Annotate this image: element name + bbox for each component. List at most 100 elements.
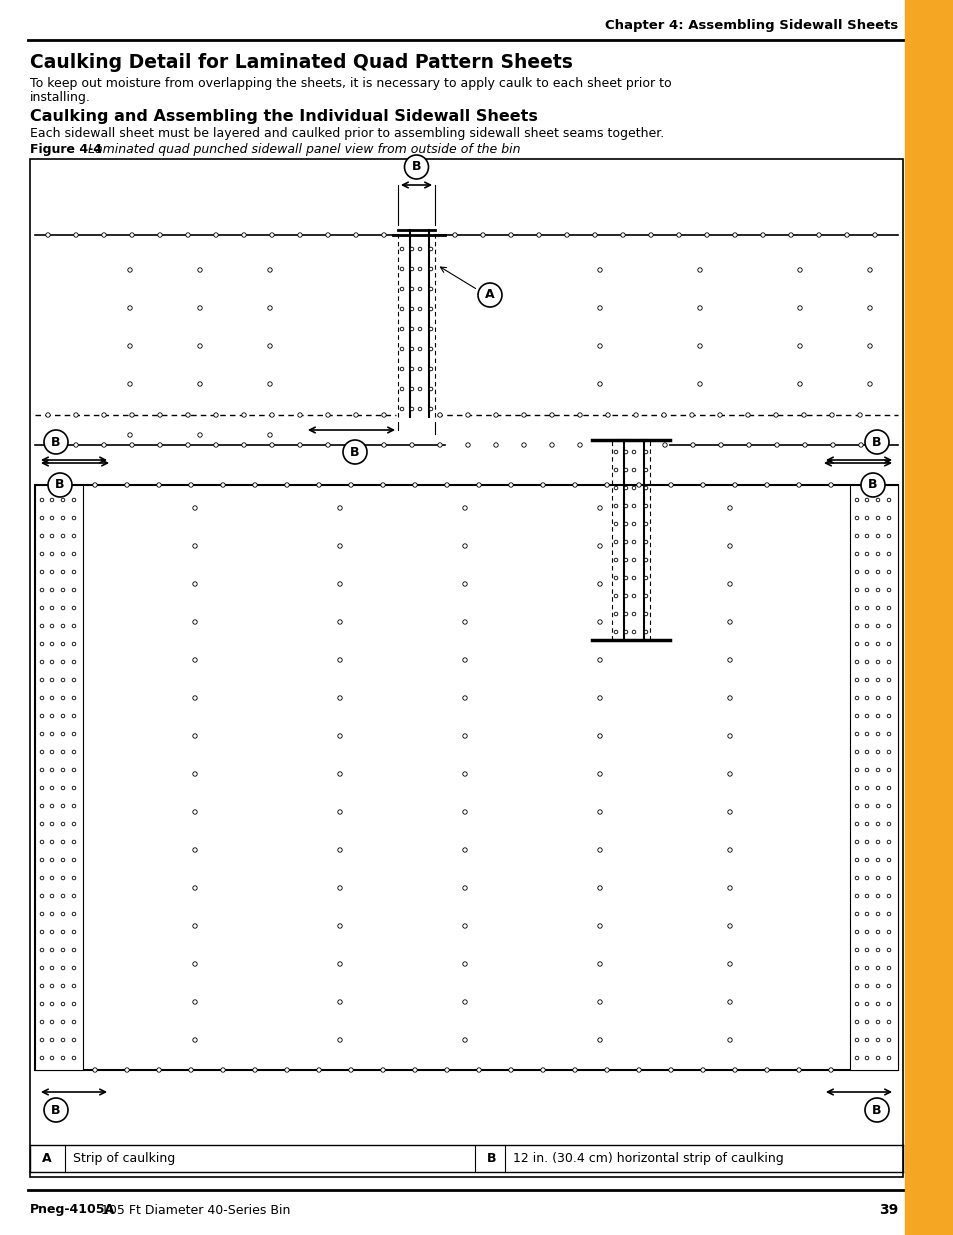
- Circle shape: [620, 233, 624, 237]
- Circle shape: [40, 624, 44, 627]
- Circle shape: [337, 658, 342, 662]
- Circle shape: [886, 732, 890, 736]
- Circle shape: [598, 734, 601, 739]
- Circle shape: [73, 443, 78, 447]
- Circle shape: [51, 661, 53, 663]
- Circle shape: [51, 804, 53, 808]
- Circle shape: [72, 535, 75, 537]
- Circle shape: [354, 412, 357, 417]
- Circle shape: [875, 588, 879, 592]
- Circle shape: [220, 483, 225, 487]
- Text: Caulking Detail for Laminated Quad Pattern Sheets: Caulking Detail for Laminated Quad Patte…: [30, 53, 572, 72]
- Text: B: B: [55, 478, 65, 492]
- Circle shape: [540, 1068, 544, 1072]
- Circle shape: [437, 443, 442, 447]
- Circle shape: [632, 630, 635, 634]
- Circle shape: [51, 1020, 53, 1024]
- Circle shape: [830, 443, 834, 447]
- Circle shape: [614, 594, 618, 598]
- Circle shape: [854, 1002, 858, 1005]
- Circle shape: [268, 382, 272, 387]
- Circle shape: [72, 1039, 75, 1042]
- Circle shape: [40, 571, 44, 574]
- Circle shape: [604, 1068, 609, 1072]
- Circle shape: [380, 483, 385, 487]
- Circle shape: [886, 823, 890, 826]
- Circle shape: [623, 540, 627, 543]
- Circle shape: [462, 1000, 467, 1004]
- Circle shape: [623, 468, 627, 472]
- Circle shape: [477, 283, 501, 308]
- Circle shape: [598, 658, 601, 662]
- Text: B: B: [51, 436, 61, 448]
- Circle shape: [399, 247, 403, 251]
- Circle shape: [48, 473, 71, 496]
- Circle shape: [326, 233, 330, 237]
- Circle shape: [886, 516, 890, 520]
- Circle shape: [40, 535, 44, 537]
- Circle shape: [51, 750, 53, 753]
- Circle shape: [875, 984, 879, 988]
- Circle shape: [864, 714, 868, 718]
- Circle shape: [886, 768, 890, 772]
- Circle shape: [549, 443, 554, 447]
- Circle shape: [72, 1020, 75, 1024]
- Circle shape: [40, 697, 44, 700]
- Circle shape: [51, 894, 53, 898]
- Circle shape: [704, 233, 708, 237]
- Circle shape: [875, 1002, 879, 1005]
- Circle shape: [854, 840, 858, 844]
- Circle shape: [854, 498, 858, 501]
- Circle shape: [816, 233, 821, 237]
- Circle shape: [72, 1056, 75, 1060]
- Circle shape: [875, 678, 879, 682]
- Circle shape: [854, 804, 858, 808]
- Circle shape: [51, 768, 53, 772]
- Circle shape: [854, 787, 858, 790]
- Circle shape: [508, 483, 513, 487]
- Circle shape: [727, 582, 732, 587]
- Circle shape: [61, 642, 65, 646]
- Bar: [30, 159, 902, 1177]
- Circle shape: [343, 440, 367, 464]
- Circle shape: [399, 267, 403, 270]
- Circle shape: [193, 924, 197, 929]
- Circle shape: [623, 630, 627, 634]
- Circle shape: [337, 772, 342, 777]
- Circle shape: [829, 412, 833, 417]
- Bar: [904, 0, 953, 1235]
- Circle shape: [875, 787, 879, 790]
- Circle shape: [745, 412, 749, 417]
- Circle shape: [632, 487, 635, 490]
- Circle shape: [796, 483, 801, 487]
- Circle shape: [796, 1068, 801, 1072]
- Circle shape: [598, 885, 601, 890]
- Circle shape: [643, 487, 647, 490]
- Circle shape: [854, 624, 858, 627]
- Circle shape: [72, 913, 75, 916]
- Circle shape: [193, 810, 197, 814]
- Circle shape: [598, 924, 601, 929]
- Circle shape: [61, 678, 65, 682]
- Circle shape: [623, 487, 627, 490]
- Circle shape: [886, 840, 890, 844]
- Circle shape: [633, 412, 638, 417]
- Circle shape: [72, 642, 75, 646]
- Circle shape: [51, 1039, 53, 1042]
- Circle shape: [886, 948, 890, 952]
- Circle shape: [72, 714, 75, 718]
- Circle shape: [61, 750, 65, 753]
- Circle shape: [72, 661, 75, 663]
- Circle shape: [886, 894, 890, 898]
- Text: Each sidewall sheet must be layered and caulked prior to assembling sidewall she: Each sidewall sheet must be layered and …: [30, 127, 663, 140]
- Circle shape: [886, 966, 890, 969]
- Circle shape: [193, 847, 197, 852]
- Circle shape: [102, 233, 106, 237]
- Circle shape: [354, 233, 357, 237]
- Circle shape: [643, 451, 647, 453]
- Text: B: B: [867, 478, 877, 492]
- Circle shape: [875, 840, 879, 844]
- Circle shape: [854, 697, 858, 700]
- Bar: [35, 485, 83, 1070]
- Circle shape: [72, 930, 75, 934]
